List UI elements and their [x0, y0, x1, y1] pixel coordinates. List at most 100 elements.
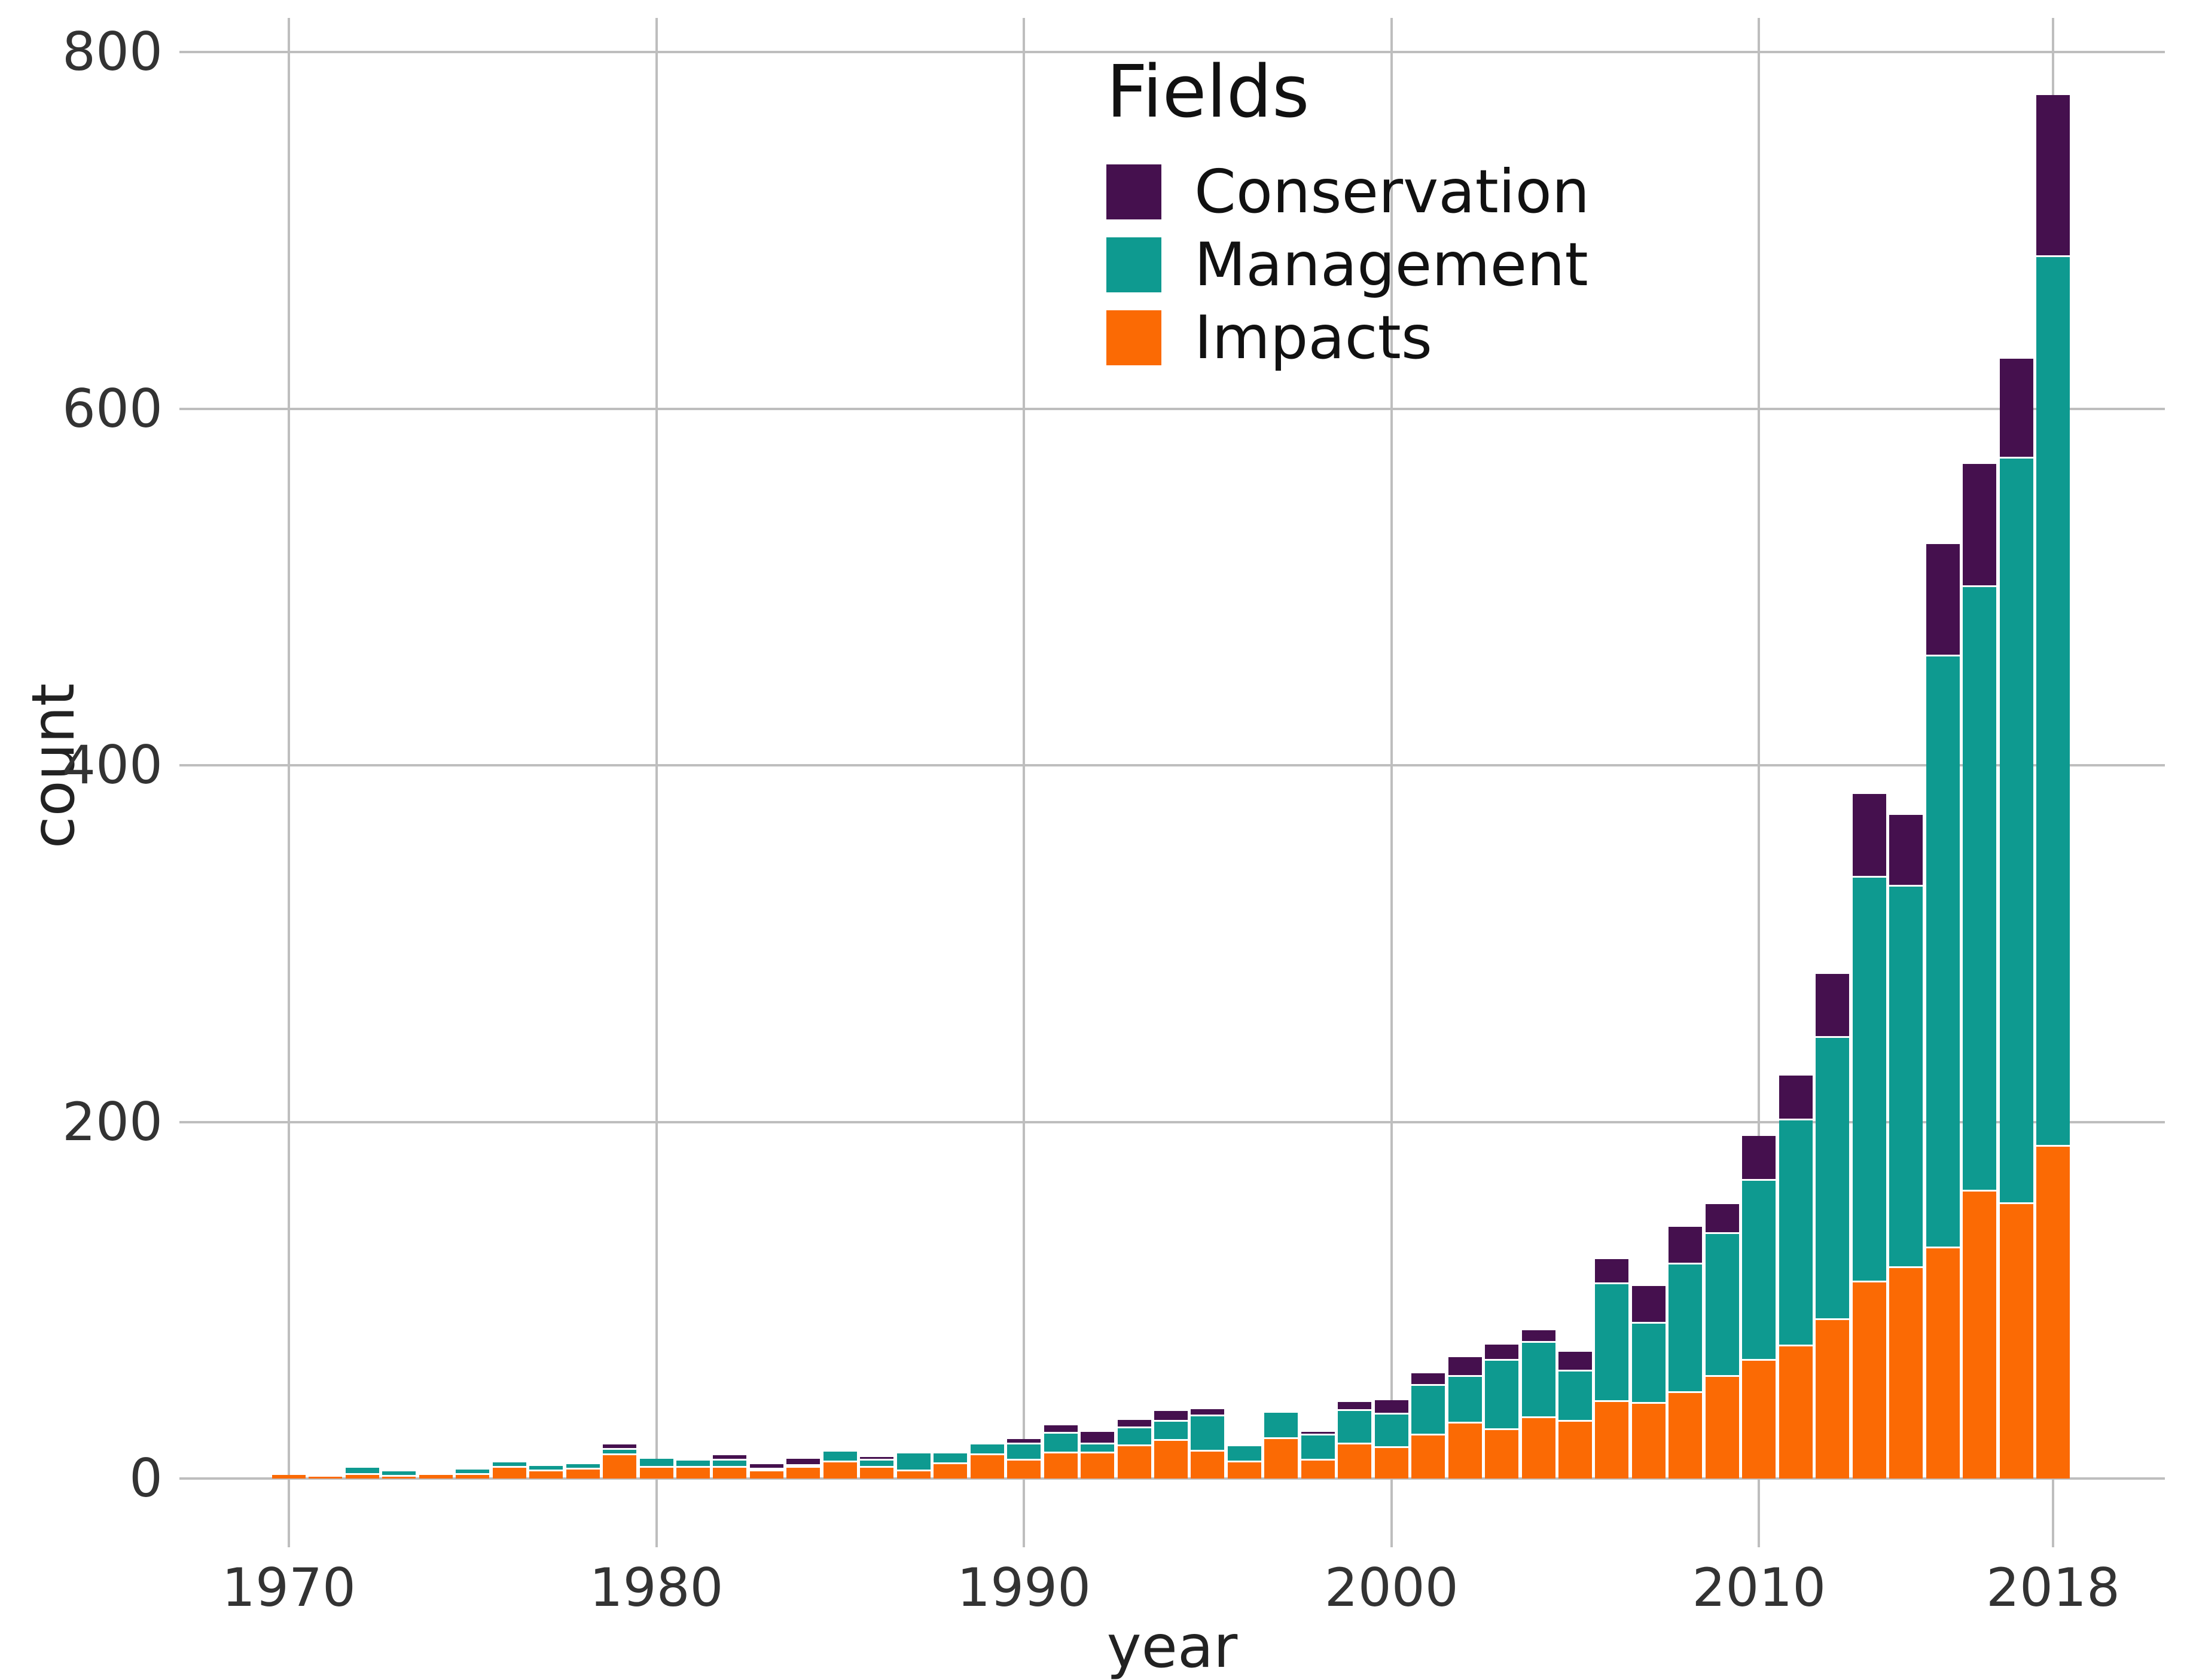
- bar-1973-impacts: [382, 1477, 416, 1479]
- legend: Fields Conservation Management Impacts: [1106, 54, 1590, 374]
- bar-2009-impacts: [1705, 1376, 1739, 1479]
- impacts-swatch: [1106, 310, 1161, 365]
- bar-1984-conservation: [786, 1459, 820, 1467]
- y-gridline-0: [179, 1477, 2165, 1480]
- bar-2008-impacts: [1669, 1392, 1703, 1479]
- bar-1990-impacts: [1007, 1461, 1041, 1479]
- bar-2005-impacts: [1558, 1421, 1593, 1479]
- x-gridline-2000: [1390, 18, 1393, 1547]
- x-gridline-2010: [1758, 18, 1761, 1547]
- x-gridline-1990: [1023, 18, 1026, 1547]
- bar-1983-management: [749, 1468, 783, 1472]
- y-tick-label: 400: [62, 734, 163, 796]
- bar-1979-impacts: [603, 1455, 637, 1479]
- bar-1998-conservation: [1301, 1432, 1335, 1436]
- bar-2002-conservation: [1448, 1357, 1482, 1377]
- bar-2010-conservation: [1742, 1136, 1776, 1181]
- y-tick-label: 200: [62, 1091, 163, 1153]
- x-tick-label: 1980: [589, 1557, 724, 1618]
- bar-1970-impacts: [272, 1475, 306, 1479]
- bar-2011-conservation: [1779, 1075, 1813, 1120]
- bar-1992-management: [1081, 1443, 1115, 1454]
- bar-2015-management: [1926, 655, 1960, 1249]
- y-gridline-800: [179, 51, 2165, 53]
- bar-2013-conservation: [1852, 793, 1886, 878]
- bar-2014-impacts: [1889, 1268, 1923, 1479]
- y-gridline-600: [179, 407, 2165, 410]
- bar-2001-conservation: [1411, 1373, 1445, 1386]
- bar-1985-impacts: [823, 1462, 857, 1479]
- bar-1990-conservation: [1007, 1439, 1041, 1445]
- x-tick-label: 1990: [957, 1557, 1091, 1618]
- bar-2006-management: [1595, 1282, 1629, 1402]
- bar-2005-management: [1558, 1370, 1593, 1422]
- x-gridline-1980: [655, 18, 658, 1547]
- bar-2002-impacts: [1448, 1423, 1482, 1479]
- legend-item-management: Management: [1106, 228, 1590, 301]
- bar-1978-management: [566, 1464, 600, 1470]
- bar-1988-impacts: [934, 1464, 968, 1479]
- bar-1990-management: [1007, 1443, 1041, 1461]
- bar-2010-management: [1742, 1178, 1776, 1361]
- bar-2014-conservation: [1889, 815, 1923, 887]
- bar-2007-impacts: [1631, 1403, 1666, 1479]
- bar-2014-management: [1889, 884, 1923, 1269]
- bar-1994-management: [1154, 1419, 1188, 1441]
- bar-1976-management: [492, 1462, 526, 1468]
- bar-1983-conservation: [749, 1464, 783, 1470]
- bar-1991-impacts: [1044, 1453, 1078, 1479]
- bar-2005-conservation: [1558, 1352, 1593, 1372]
- bar-2001-management: [1411, 1383, 1445, 1436]
- bar-2008-conservation: [1669, 1227, 1703, 1265]
- legend-label: Management: [1194, 230, 1588, 300]
- bar-1994-impacts: [1154, 1441, 1188, 1479]
- legend-item-impacts: Impacts: [1106, 301, 1590, 374]
- bar-2004-impacts: [1521, 1418, 1555, 1479]
- bar-1996-management: [1227, 1446, 1261, 1463]
- bar-1989-management: [970, 1444, 1004, 1456]
- x-tick-label: 2000: [1324, 1557, 1459, 1618]
- bar-2011-management: [1779, 1118, 1813, 1347]
- bar-2012-impacts: [1816, 1319, 1850, 1479]
- bar-1993-management: [1117, 1427, 1151, 1447]
- bar-2006-impacts: [1595, 1401, 1629, 1479]
- bar-2016-conservation: [1963, 463, 1997, 587]
- bar-2009-conservation: [1705, 1204, 1739, 1235]
- bar-2000-management: [1374, 1412, 1408, 1449]
- bar-1974-impacts: [419, 1475, 453, 1479]
- bar-1995-conservation: [1191, 1409, 1225, 1416]
- bar-2009-management: [1705, 1232, 1739, 1377]
- bar-1972-management: [345, 1468, 379, 1476]
- legend-item-conservation: Conservation: [1106, 155, 1590, 228]
- bar-1986-conservation: [860, 1457, 894, 1461]
- bar-2018-impacts: [2036, 1147, 2070, 1479]
- bar-1982-conservation: [713, 1455, 747, 1461]
- bar-1999-impacts: [1338, 1444, 1372, 1479]
- x-gridline-1970: [288, 18, 290, 1547]
- bar-2003-impacts: [1485, 1430, 1519, 1479]
- bar-2007-conservation: [1631, 1285, 1666, 1324]
- bar-2015-conservation: [1926, 544, 1960, 657]
- bar-2012-conservation: [1816, 973, 1850, 1038]
- legend-label: Conservation: [1194, 157, 1590, 227]
- bar-1992-impacts: [1081, 1453, 1115, 1479]
- bar-1995-management: [1191, 1414, 1225, 1452]
- bar-2003-conservation: [1485, 1345, 1519, 1361]
- bar-1984-impacts: [786, 1468, 820, 1479]
- bar-1998-impacts: [1301, 1461, 1335, 1479]
- bar-1997-impacts: [1264, 1439, 1298, 1479]
- bar-2013-impacts: [1852, 1282, 1886, 1479]
- bar-2011-impacts: [1779, 1346, 1813, 1479]
- bar-1982-management: [713, 1459, 747, 1468]
- legend-label: Impacts: [1194, 303, 1432, 372]
- bar-1980-management: [639, 1459, 673, 1468]
- bar-2000-conservation: [1374, 1400, 1408, 1415]
- bar-1982-impacts: [713, 1468, 747, 1479]
- bar-2016-management: [1963, 585, 1997, 1192]
- x-axis-title: year: [1106, 1613, 1238, 1680]
- bar-1991-management: [1044, 1432, 1078, 1454]
- bar-1986-impacts: [860, 1468, 894, 1479]
- bar-1979-management: [603, 1448, 637, 1456]
- bar-1976-impacts: [492, 1468, 526, 1479]
